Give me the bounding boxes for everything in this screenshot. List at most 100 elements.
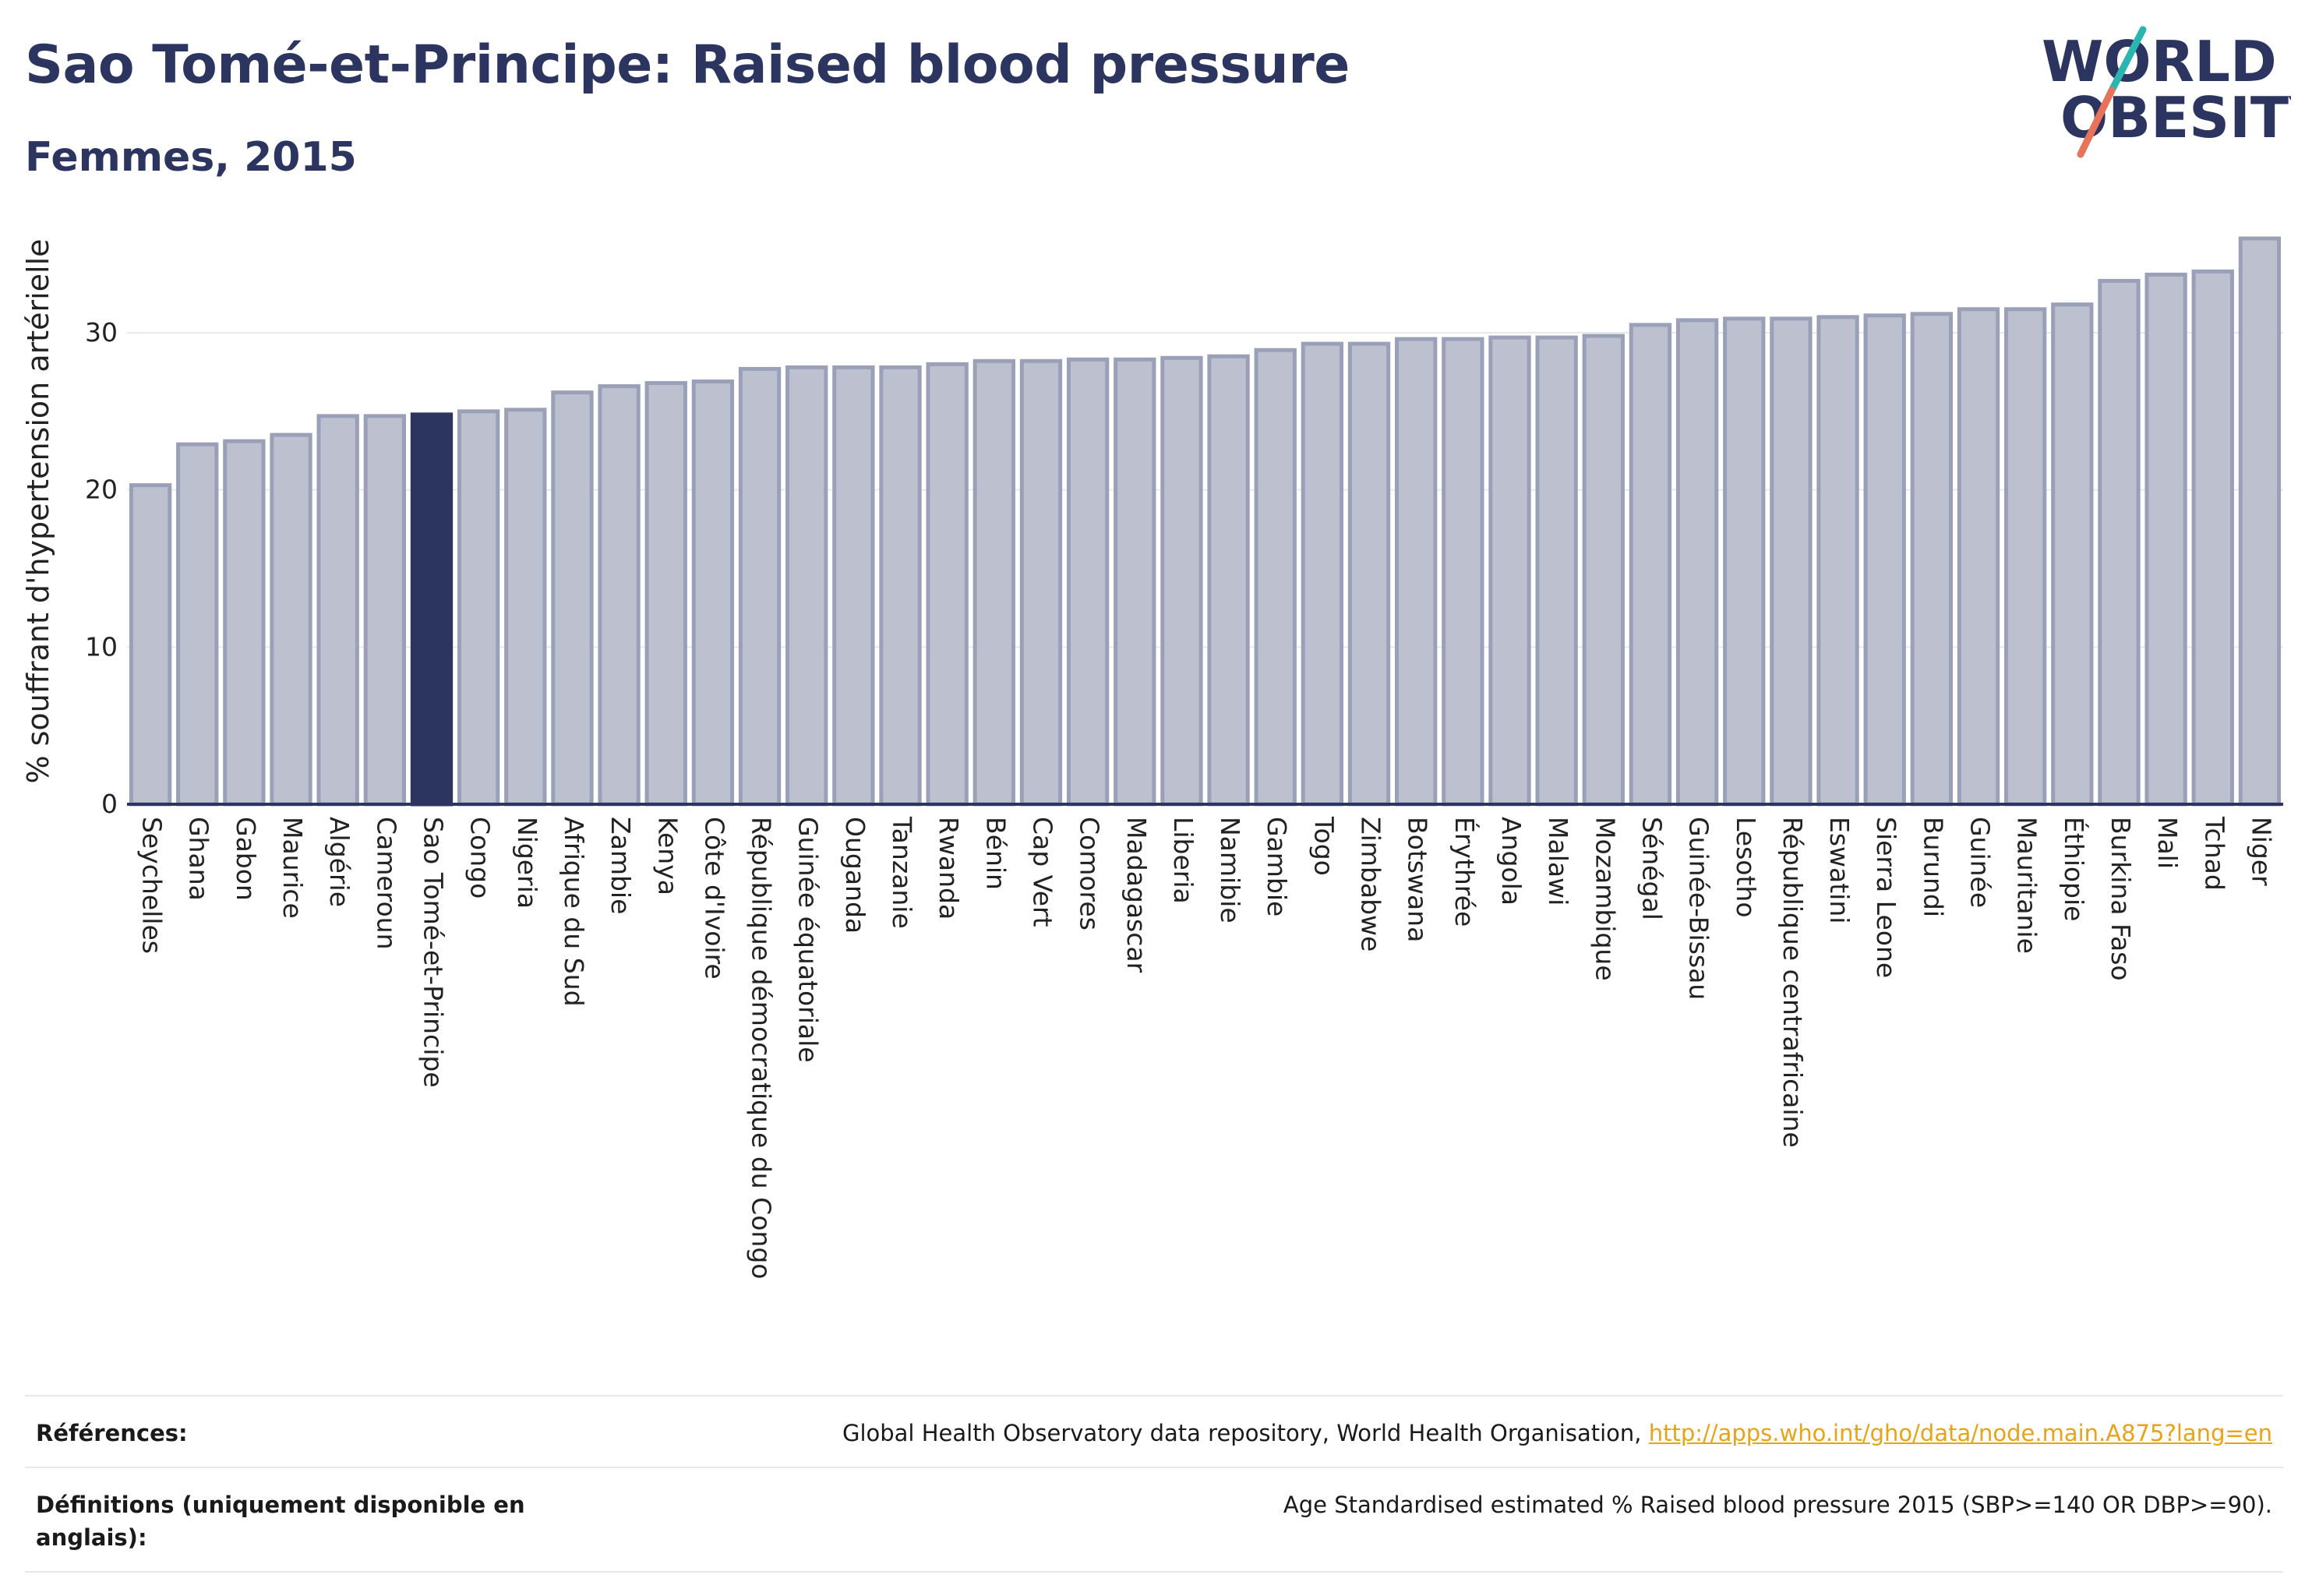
x-tick-label: Burkina Faso: [2106, 817, 2136, 981]
bar[interactable]: [176, 442, 219, 807]
bar[interactable]: [926, 362, 969, 807]
bar[interactable]: [1488, 335, 1531, 807]
bar[interactable]: [410, 412, 454, 807]
logo-slash-top: [2108, 26, 2147, 94]
x-tick-label: Congo: [465, 817, 496, 899]
x-tick-label: Angola: [1496, 817, 1527, 906]
bar[interactable]: [2098, 278, 2141, 807]
bar[interactable]: [1816, 315, 1859, 807]
x-tick-label: Tchad: [2199, 816, 2229, 891]
bar[interactable]: [551, 390, 594, 807]
x-tick-label: Gambie: [1262, 817, 1292, 916]
x-tick-label: Sénégal: [1636, 817, 1667, 920]
bar[interactable]: [972, 358, 1015, 807]
bar[interactable]: [879, 365, 922, 807]
x-tick-label: Éthiopie: [2059, 817, 2090, 921]
bar[interactable]: [2144, 272, 2187, 807]
bar[interactable]: [1207, 354, 1250, 807]
x-tick-label: Seychelles: [137, 817, 168, 954]
bar[interactable]: [1910, 312, 1954, 807]
bar[interactable]: [1629, 323, 1672, 807]
world-obesity-logo: WORLD OBESITY: [2042, 26, 2291, 158]
bar[interactable]: [738, 366, 782, 807]
x-tick-label: Niger: [2246, 817, 2276, 886]
bar[interactable]: [1114, 357, 1156, 807]
bar[interactable]: [1442, 337, 1484, 807]
bar[interactable]: [2191, 269, 2234, 807]
bar[interactable]: [691, 380, 735, 807]
x-tick-label: Guinée: [1965, 817, 1996, 908]
x-tick-label: Namibie: [1215, 817, 1245, 923]
x-tick-label: Eswatini: [1824, 817, 1855, 923]
bar[interactable]: [644, 381, 687, 807]
x-tick-label: Érythrée: [1449, 817, 1481, 927]
y-ticks: 0 10 20 30: [85, 317, 118, 819]
bar[interactable]: [1535, 335, 1578, 807]
x-tick-label: Mali: [2152, 817, 2183, 869]
x-tick-label: République centrafricaine: [1777, 817, 1808, 1148]
x-tick-label: Gabon: [231, 817, 261, 901]
bar-chart: 0 10 20 30 Seychelles Ghana Gabon Maurice Algér…: [21, 236, 2283, 1279]
x-tick-label: Algérie: [324, 817, 355, 907]
bars: [129, 236, 2282, 807]
bar[interactable]: [363, 414, 406, 807]
references-table: Références: Global Health Observatory da…: [25, 1395, 2283, 1573]
bar[interactable]: [1301, 341, 1344, 807]
x-tick-label: Botswana: [1403, 817, 1433, 942]
bar[interactable]: [785, 365, 828, 807]
references-label: Références:: [36, 1420, 188, 1446]
page-subtitle: Femmes, 2015: [25, 134, 357, 181]
bar[interactable]: [1582, 334, 1625, 807]
x-tick-label: Zimbabwe: [1356, 817, 1386, 952]
bar[interactable]: [1770, 316, 1813, 807]
x-tick-label: Nigeria: [512, 817, 542, 909]
bar[interactable]: [1675, 318, 1719, 807]
x-tick-label: Cap Vert: [1027, 817, 1057, 927]
x-tick-label: Mauritanie: [2012, 817, 2042, 954]
y-tick-label: 10: [85, 631, 118, 662]
bar[interactable]: [1957, 307, 2000, 807]
definitions-row: Définitions (uniquement disponible en an…: [25, 1467, 2283, 1573]
bar[interactable]: [832, 365, 875, 807]
logo-word-1: WORLD: [2042, 29, 2277, 94]
x-tick-label: Guinée équatoriale: [793, 817, 824, 1063]
logo-slash-bottom: [2077, 87, 2116, 158]
bar[interactable]: [1066, 357, 1110, 807]
x-tick-label: Maurice: [277, 817, 308, 919]
x-tick-label: Burundi: [1918, 817, 1948, 917]
x-tick-label: Comores: [1075, 817, 1105, 930]
x-tick-label: Tanzanie: [887, 816, 917, 929]
bar[interactable]: [129, 483, 172, 807]
bar[interactable]: [223, 439, 266, 807]
x-tick-label: Togo: [1308, 816, 1339, 876]
bar[interactable]: [2051, 302, 2094, 807]
x-ticks: Seychelles Ghana Gabon Maurice Algérie Camero…: [137, 816, 2277, 1279]
x-tick-label: Sierra Leone: [1871, 817, 1901, 978]
x-tick-label: Cameroun: [371, 817, 401, 950]
bar[interactable]: [1723, 316, 1766, 807]
bar[interactable]: [504, 408, 547, 807]
x-tick-label: Mozambique: [1590, 817, 1620, 981]
y-tick-label: 30: [85, 317, 118, 348]
bar[interactable]: [598, 384, 641, 807]
bar[interactable]: [1347, 341, 1391, 807]
x-tick-label: Liberia: [1168, 817, 1198, 904]
x-tick-label: Rwanda: [934, 817, 964, 920]
x-tick-label: République démocratique du Congo: [747, 817, 777, 1279]
bar[interactable]: [1019, 358, 1063, 807]
bar[interactable]: [1254, 348, 1297, 807]
y-tick-label: 20: [85, 475, 118, 505]
x-tick-label: Kenya: [652, 817, 683, 895]
definitions-label: Définitions (uniquement disponible en an…: [36, 1492, 525, 1552]
bar[interactable]: [2238, 236, 2282, 807]
bar[interactable]: [457, 409, 500, 807]
bar[interactable]: [1395, 337, 1438, 807]
bar[interactable]: [1863, 313, 1906, 807]
bar[interactable]: [270, 433, 312, 807]
y-axis-label: % souffrant d'hypertension artérielle: [21, 238, 55, 783]
bar[interactable]: [1160, 355, 1203, 807]
references-link[interactable]: http://apps.who.int/gho/data/node.main.A…: [1648, 1420, 2272, 1446]
y-tick-label: 0: [101, 789, 118, 819]
bar[interactable]: [2004, 307, 2047, 807]
bar[interactable]: [316, 414, 359, 807]
